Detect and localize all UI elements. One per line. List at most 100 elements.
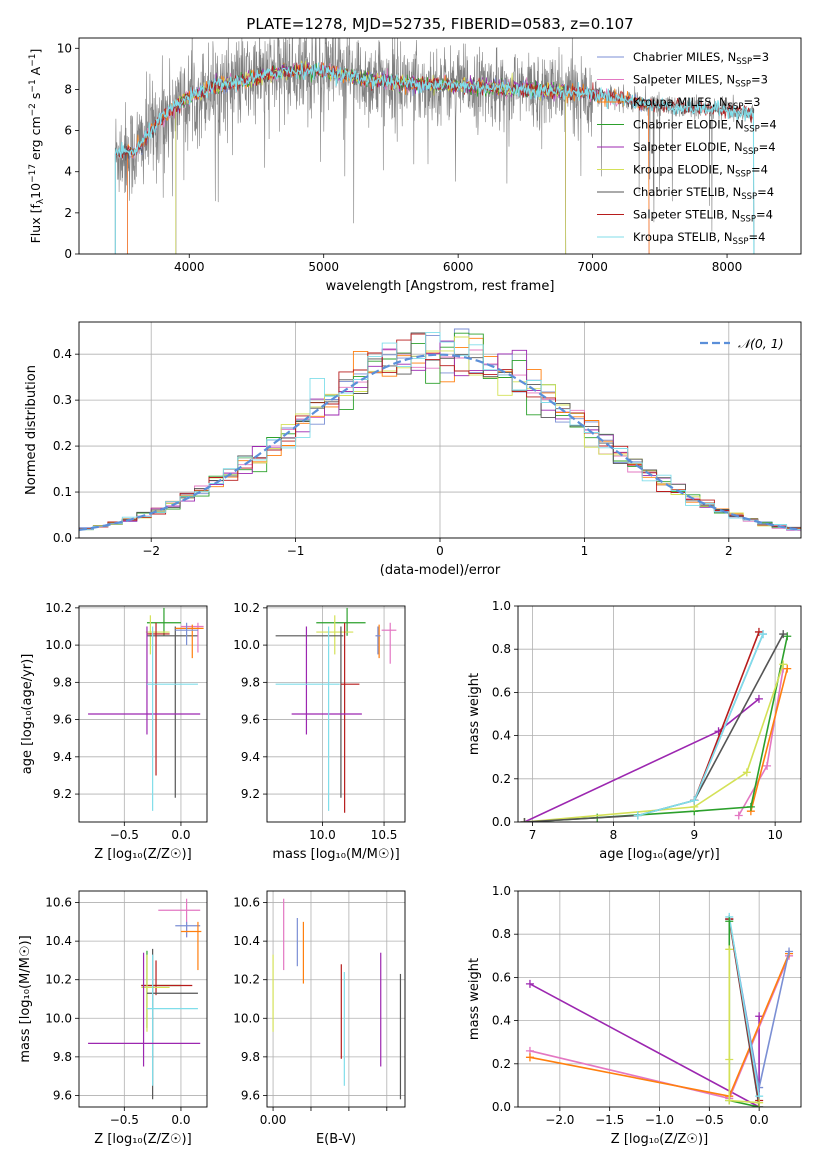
y-tick-label: 9.2: [241, 787, 260, 801]
x-tick-label: 0.0: [171, 1113, 190, 1127]
series-line-salpeter-elodie: [524, 698, 760, 822]
y-tick-label: 8: [64, 82, 72, 96]
y-tick-label: 0: [64, 247, 72, 261]
series-marker-salpeter-elodie: [754, 694, 763, 703]
legend-label-sub: SSP: [728, 102, 744, 112]
x-tick-label: −2: [142, 544, 160, 558]
panel-mass_vs_EBV: 0.009.6 9.8 10.0 10.2 10.4 10.6 E(B-V): [233, 890, 406, 1147]
x-tick-label: 0.0: [750, 1113, 769, 1127]
series-line-kroupa-miles: [750, 668, 789, 812]
x-tick-label: −1.0: [645, 1113, 674, 1127]
y-axis-label: age [log₁₀(age/yr)]: [20, 654, 35, 775]
legend-label-main: Chabrier ELODIE, N: [633, 118, 744, 132]
x-tick-label: 8000: [712, 260, 743, 274]
series-marker-kroupa-elodie: [725, 1096, 734, 1105]
y-tick-label: 0.2: [492, 1057, 511, 1071]
legend-label-sub: SSP: [741, 192, 757, 202]
legend-label-sub: SSP: [744, 125, 760, 135]
y-tick-label: 10.0: [233, 638, 260, 652]
y-tick-label: 9.8: [53, 675, 72, 689]
x-axis-label: Z [log₁₀(Z/Z☉)]: [94, 847, 191, 862]
y-axis-label-part: −1: [28, 79, 38, 92]
axes-frame: [266, 605, 406, 823]
axes-frame: [78, 321, 802, 539]
y-tick-label: 0.6: [492, 685, 511, 699]
legend-label-main: Chabrier MILES, N: [633, 50, 736, 64]
legend-label-sub: SSP: [743, 147, 759, 157]
y-tick-label: 10.2: [45, 973, 72, 987]
y-tick-label: 1.0: [492, 599, 511, 613]
hist-kroupa-stelib: [79, 332, 801, 531]
series-marker-kroupa-miles: [783, 664, 792, 673]
legend-label-sub: SSP: [735, 80, 751, 90]
y-tick-label: 9.8: [241, 675, 260, 689]
x-tick-label: 5000: [308, 260, 339, 274]
x-tick-label: 2: [725, 544, 733, 558]
series-marker-chabrier-elodie: [746, 802, 755, 811]
x-axis-label: age [log₁₀(age/yr)]: [599, 847, 720, 862]
series-marker-chabrier-stelib: [520, 818, 529, 822]
x-axis-label: (data-model)/error: [380, 563, 501, 578]
y-tick-label: 0.4: [53, 347, 72, 361]
axes-frame: [517, 890, 802, 1108]
y-axis-label-part: Flux [f: [28, 204, 43, 244]
y-tick-label: 0.0: [492, 815, 511, 829]
panel-residuals: −2 −1 0 1 2 0.0 0.1 0.2 0.3 0.4 (data-model)/error…: [24, 321, 802, 578]
x-tick-label: 0.0: [171, 828, 190, 842]
series-marker-salpeter-elodie: [755, 1012, 764, 1021]
panel-spectrum: 4000 5000 6000 7000 8000 0 2 4 6 8 10 wavelength [A…: [28, 37, 802, 294]
legend-label-sub: SSP: [735, 170, 751, 180]
x-tick-label: 7000: [577, 260, 608, 274]
y-tick-label: 9.4: [53, 750, 72, 764]
legend-label-main: Salpeter STELIB, N: [633, 208, 740, 222]
y-tick-label: 0.8: [492, 927, 511, 941]
x-tick-label: −0.5: [110, 1113, 139, 1127]
legend-label: Kroupa STELIB, NSSP=4: [633, 230, 765, 247]
y-tick-label: 4: [64, 165, 72, 179]
series-marker-kroupa-stelib: [690, 796, 699, 805]
plot-area: [267, 891, 405, 1107]
gaussian-curve: [79, 353, 799, 531]
legend-label-gaussian: 𝒩(0, 1): [738, 336, 784, 351]
series-marker-salpeter-stelib: [754, 627, 763, 636]
series-line-chabrier-elodie: [524, 636, 789, 822]
y-tick-label: 9.8: [53, 1050, 72, 1064]
axes-frame: [78, 605, 208, 823]
y-tick-label: 2: [64, 206, 72, 220]
y-tick-label: 6: [64, 124, 72, 138]
axes-frame: [266, 890, 406, 1108]
y-axis-label-part: s: [28, 93, 43, 104]
series-marker-kroupa-elodie: [742, 768, 751, 777]
x-tick-label: 4000: [174, 260, 205, 274]
series-marker-kroupa-stelib: [633, 811, 642, 820]
y-tick-label: 10.0: [233, 1011, 260, 1025]
panel-age_vs_mass: 10.0 10.5 9.2 9.4 9.6 9.8 10.0 10.2 mass [log₁₀(…: [233, 601, 406, 862]
legend-label: Chabrier STELIB, NSSP=4: [633, 185, 774, 202]
legend-label-main: Kroupa ELODIE, N: [633, 163, 735, 177]
series-marker-kroupa-miles: [525, 1053, 534, 1062]
legend-label-main: Salpeter ELODIE, N: [633, 140, 743, 154]
y-tick-label: 9.8: [241, 1050, 260, 1064]
y-axis-label-part: ]: [28, 49, 43, 54]
panel-age_vs_Z: −0.5 0.0 9.2 9.4 9.6 9.8 10.0 10.2 Z [log₁₀(Z/Z☉…: [20, 601, 208, 862]
series-marker-kroupa-elodie: [725, 945, 734, 954]
axes-frame: [517, 605, 802, 823]
legend-label-sub: SSP: [740, 215, 756, 225]
series-marker-chabrier-miles: [785, 947, 794, 956]
series-marker-kroupa-elodie: [779, 660, 788, 669]
y-axis-label: mass weight: [467, 673, 482, 755]
x-tick-label: 10: [767, 828, 782, 842]
x-axis-label: mass [log₁₀(M/M☉)]: [272, 847, 399, 862]
y-tick-label: 10.0: [45, 638, 72, 652]
plot-area: [79, 891, 207, 1107]
series-line-kroupa-elodie: [524, 664, 784, 822]
y-axis-label-part: −17: [28, 164, 38, 183]
x-tick-label: 0.00: [260, 1113, 287, 1127]
legend-label: Chabrier MILES, NSSP=3: [633, 50, 769, 67]
x-tick-label: 6000: [443, 260, 474, 274]
series-line-kroupa-elodie: [728, 949, 760, 1104]
y-tick-label: 9.6: [241, 1088, 260, 1102]
axes-frame: [78, 890, 208, 1108]
legend-label-end: =4: [756, 208, 773, 222]
y-axis-label: Normed distribution: [24, 365, 39, 495]
